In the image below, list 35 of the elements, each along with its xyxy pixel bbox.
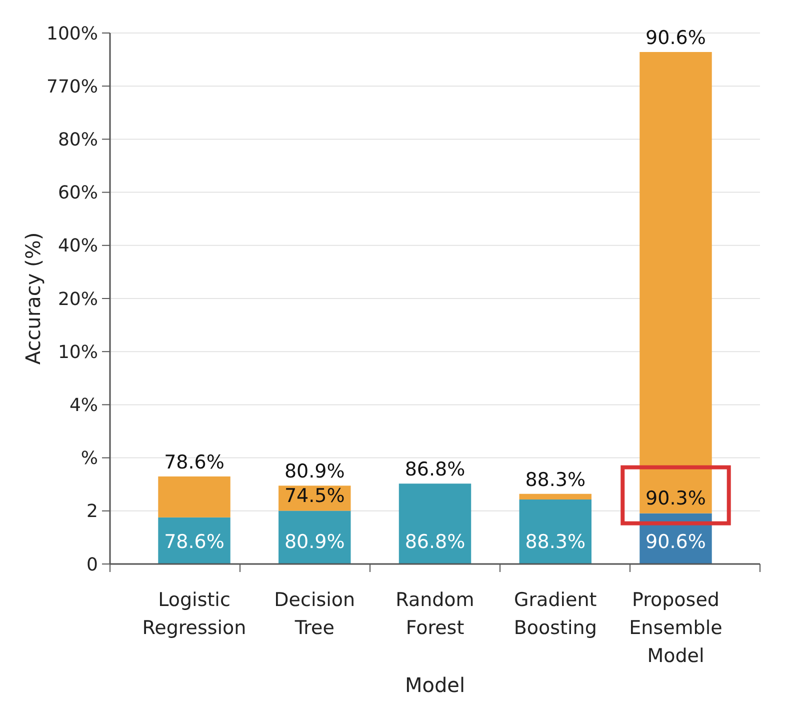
y-axis-title: Accuracy (%) [21,232,45,365]
annotation: 80.9% [284,531,345,553]
text: 60% [58,182,98,204]
text: 10% [58,342,98,363]
text: 0 [86,554,98,576]
annotation: 90.6% [646,27,706,49]
text: 4% [69,395,98,416]
text: 2 [86,501,98,522]
annotation: 86.8% [404,458,466,481]
x-tick-label: Gradient Boosting [514,589,597,639]
text: 40% [58,236,98,257]
x-tick-label: Proposed Ensemble Model [629,589,722,667]
annotation: 90.3% [646,487,706,510]
bar [519,499,592,564]
text: 20% [58,288,98,310]
text: 80% [58,130,98,150]
x-tick-label: Decision Tree [274,589,356,639]
bar [158,517,230,564]
annotation: 86.8% [404,531,466,553]
annotation: 78.6% [164,531,224,553]
x-tick-label: Random Forest [396,589,474,639]
text: 100% [46,23,98,44]
annotation: 80.9% [284,460,345,483]
text: 770% [46,76,98,98]
annotation: 78.6% [164,451,224,474]
x-tick-label: Logistic Regression [142,589,246,639]
annotation: 90.6% [646,531,706,553]
bar [398,484,472,564]
bar [158,476,230,518]
bar [519,494,592,500]
annotation: 74.5% [284,484,345,507]
annotation: 88.3% [525,468,586,491]
x-axis-title: Model [404,673,466,697]
annotation: 88.3% [525,531,586,553]
text: % [80,448,98,470]
